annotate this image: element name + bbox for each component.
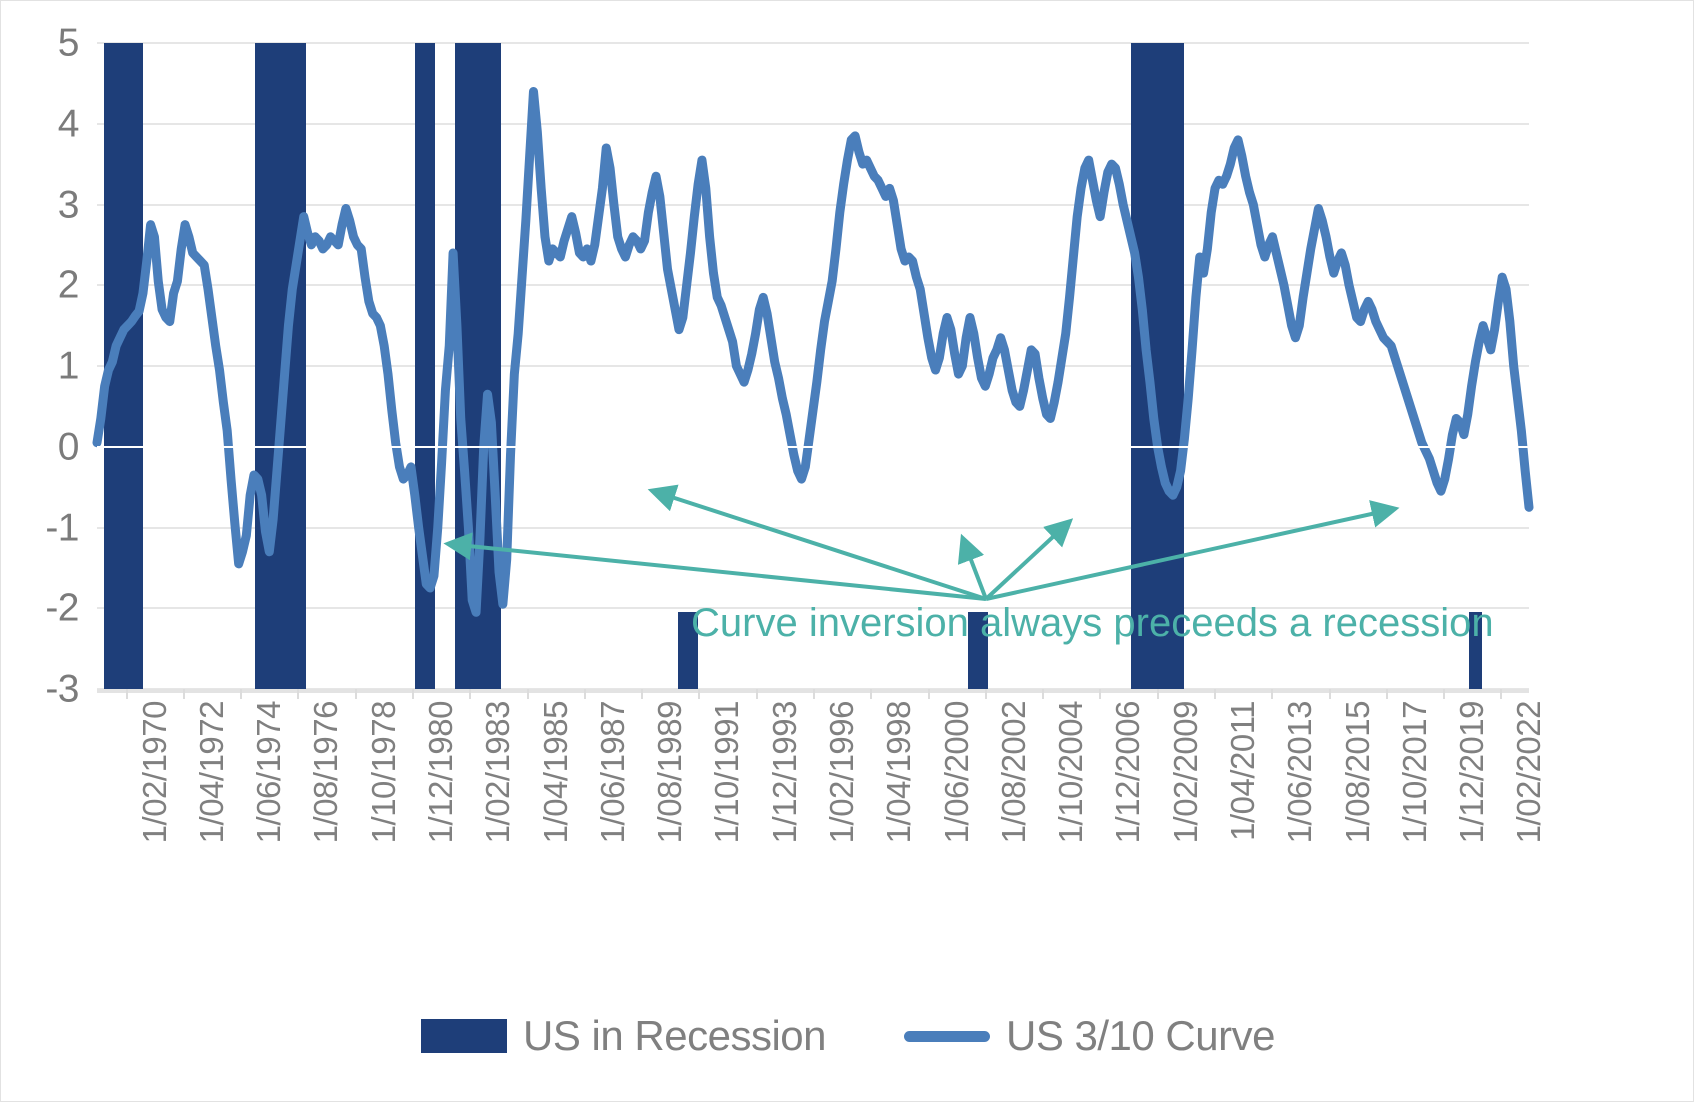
x-tick-label: 1/10/1978 [364, 701, 402, 844]
gridline [97, 284, 1529, 287]
y-tick-label: 2 [57, 263, 80, 307]
x-tick-mark [698, 689, 701, 699]
x-tick-label: 1/10/2017 [1395, 701, 1433, 844]
x-tick-mark [412, 689, 415, 699]
x-tick-mark [1099, 689, 1102, 699]
gridline [97, 203, 1529, 206]
x-tick-label: 1/02/2009 [1166, 701, 1204, 844]
x-tick-mark [240, 689, 243, 699]
y-tick-label: 1 [57, 344, 80, 388]
x-tick-label: 1/04/1985 [536, 701, 574, 844]
recession-band [254, 43, 307, 689]
gridline [97, 365, 1529, 367]
x-tick-label: 1/02/1970 [135, 701, 173, 844]
recession-band [1468, 612, 1482, 689]
x-tick-mark [1500, 689, 1503, 699]
x-tick-label: 1/04/2011 [1223, 701, 1261, 841]
x-tick-mark [641, 689, 644, 699]
x-tick-label: 1/08/1989 [651, 701, 689, 844]
recession-band [678, 612, 699, 689]
x-tick-mark [354, 689, 357, 699]
x-tick-label: 1/12/1993 [765, 701, 803, 844]
x-tick-label: 1/04/1998 [880, 701, 918, 844]
x-tick-mark [1156, 689, 1159, 699]
curve-path [92, 86, 1534, 617]
legend-label-recession: US in Recession [523, 1012, 826, 1059]
zero-line [97, 445, 1529, 448]
y-axis: 5 4 3 2 1 0 -1 -2 -3 [1, 24, 89, 709]
x-tick-mark [182, 689, 185, 699]
legend-label-curve: US 3/10 Curve [1006, 1012, 1275, 1059]
gridline [97, 122, 1529, 125]
x-tick-mark [125, 689, 128, 699]
x-tick-label: 1/02/1983 [479, 701, 517, 844]
x-tick-label: 1/06/2013 [1281, 701, 1319, 844]
y-tick-label: 0 [57, 425, 80, 469]
y-tick-label: 3 [57, 183, 80, 226]
x-tick-label: 1/10/1991 [708, 701, 746, 844]
plot-area [92, 42, 1534, 690]
x-tick-mark [526, 689, 529, 699]
legend-swatch-curve [904, 1030, 990, 1042]
x-tick-mark [1443, 689, 1446, 699]
x-tick-label: 1/08/2002 [994, 701, 1032, 844]
x-tick-mark [297, 689, 300, 699]
y-tick-label: 5 [57, 21, 80, 65]
x-tick-label: 1/12/1980 [422, 701, 460, 844]
x-tick-label: 1/02/2022 [1510, 701, 1548, 844]
gridline [97, 607, 1529, 610]
gridline [97, 42, 1529, 44]
x-tick-mark [469, 689, 472, 699]
x-tick-label: 1/12/2006 [1109, 701, 1147, 844]
x-tick-mark [984, 689, 987, 699]
x-tick-mark [1213, 689, 1216, 699]
x-tick-label: 1/08/1976 [307, 701, 345, 844]
x-tick-mark [1328, 689, 1331, 699]
legend: US in Recession US 3/10 Curve [1, 1001, 1693, 1071]
legend-item-us-3-10-curve[interactable]: US 3/10 Curve [904, 1012, 1275, 1060]
x-tick-mark [583, 689, 586, 699]
x-tick-mark [1042, 689, 1045, 699]
x-tick-mark [870, 689, 873, 699]
x-tick-label: 1/12/2019 [1453, 701, 1491, 844]
y-tick-label: -2 [45, 586, 79, 630]
x-axis [97, 689, 1529, 699]
x-tick-mark [1271, 689, 1274, 699]
x-tick-mark [813, 689, 815, 699]
x-tick-label: 1/06/1974 [250, 701, 288, 844]
x-tick-mark [1385, 689, 1388, 699]
series-line-us-3-10-curve [92, 86, 1534, 617]
x-tick-label: 1/06/2000 [937, 701, 975, 844]
x-axis-labels: 1/02/1970 1/04/1972 1/06/1974 1/08/1976 1/10… [97, 701, 1548, 911]
x-tick-label: 1/08/2015 [1338, 701, 1376, 844]
legend-swatch-recession [421, 1019, 508, 1053]
y-tick-label: -1 [45, 506, 79, 549]
x-tick-label: 1/10/2004 [1052, 701, 1090, 844]
y-tick-label: -3 [45, 667, 79, 711]
x-tick-label: 1/02/1996 [823, 701, 860, 844]
legend-item-us-in-recession[interactable]: US in Recession [421, 1012, 826, 1060]
x-tick-label: 1/04/1972 [192, 701, 230, 844]
recession-band [967, 612, 988, 689]
y-tick-label: 4 [57, 102, 80, 146]
x-tick-label: 1/06/1987 [593, 701, 631, 844]
x-tick-mark [755, 689, 758, 699]
x-tick-mark [927, 689, 930, 699]
